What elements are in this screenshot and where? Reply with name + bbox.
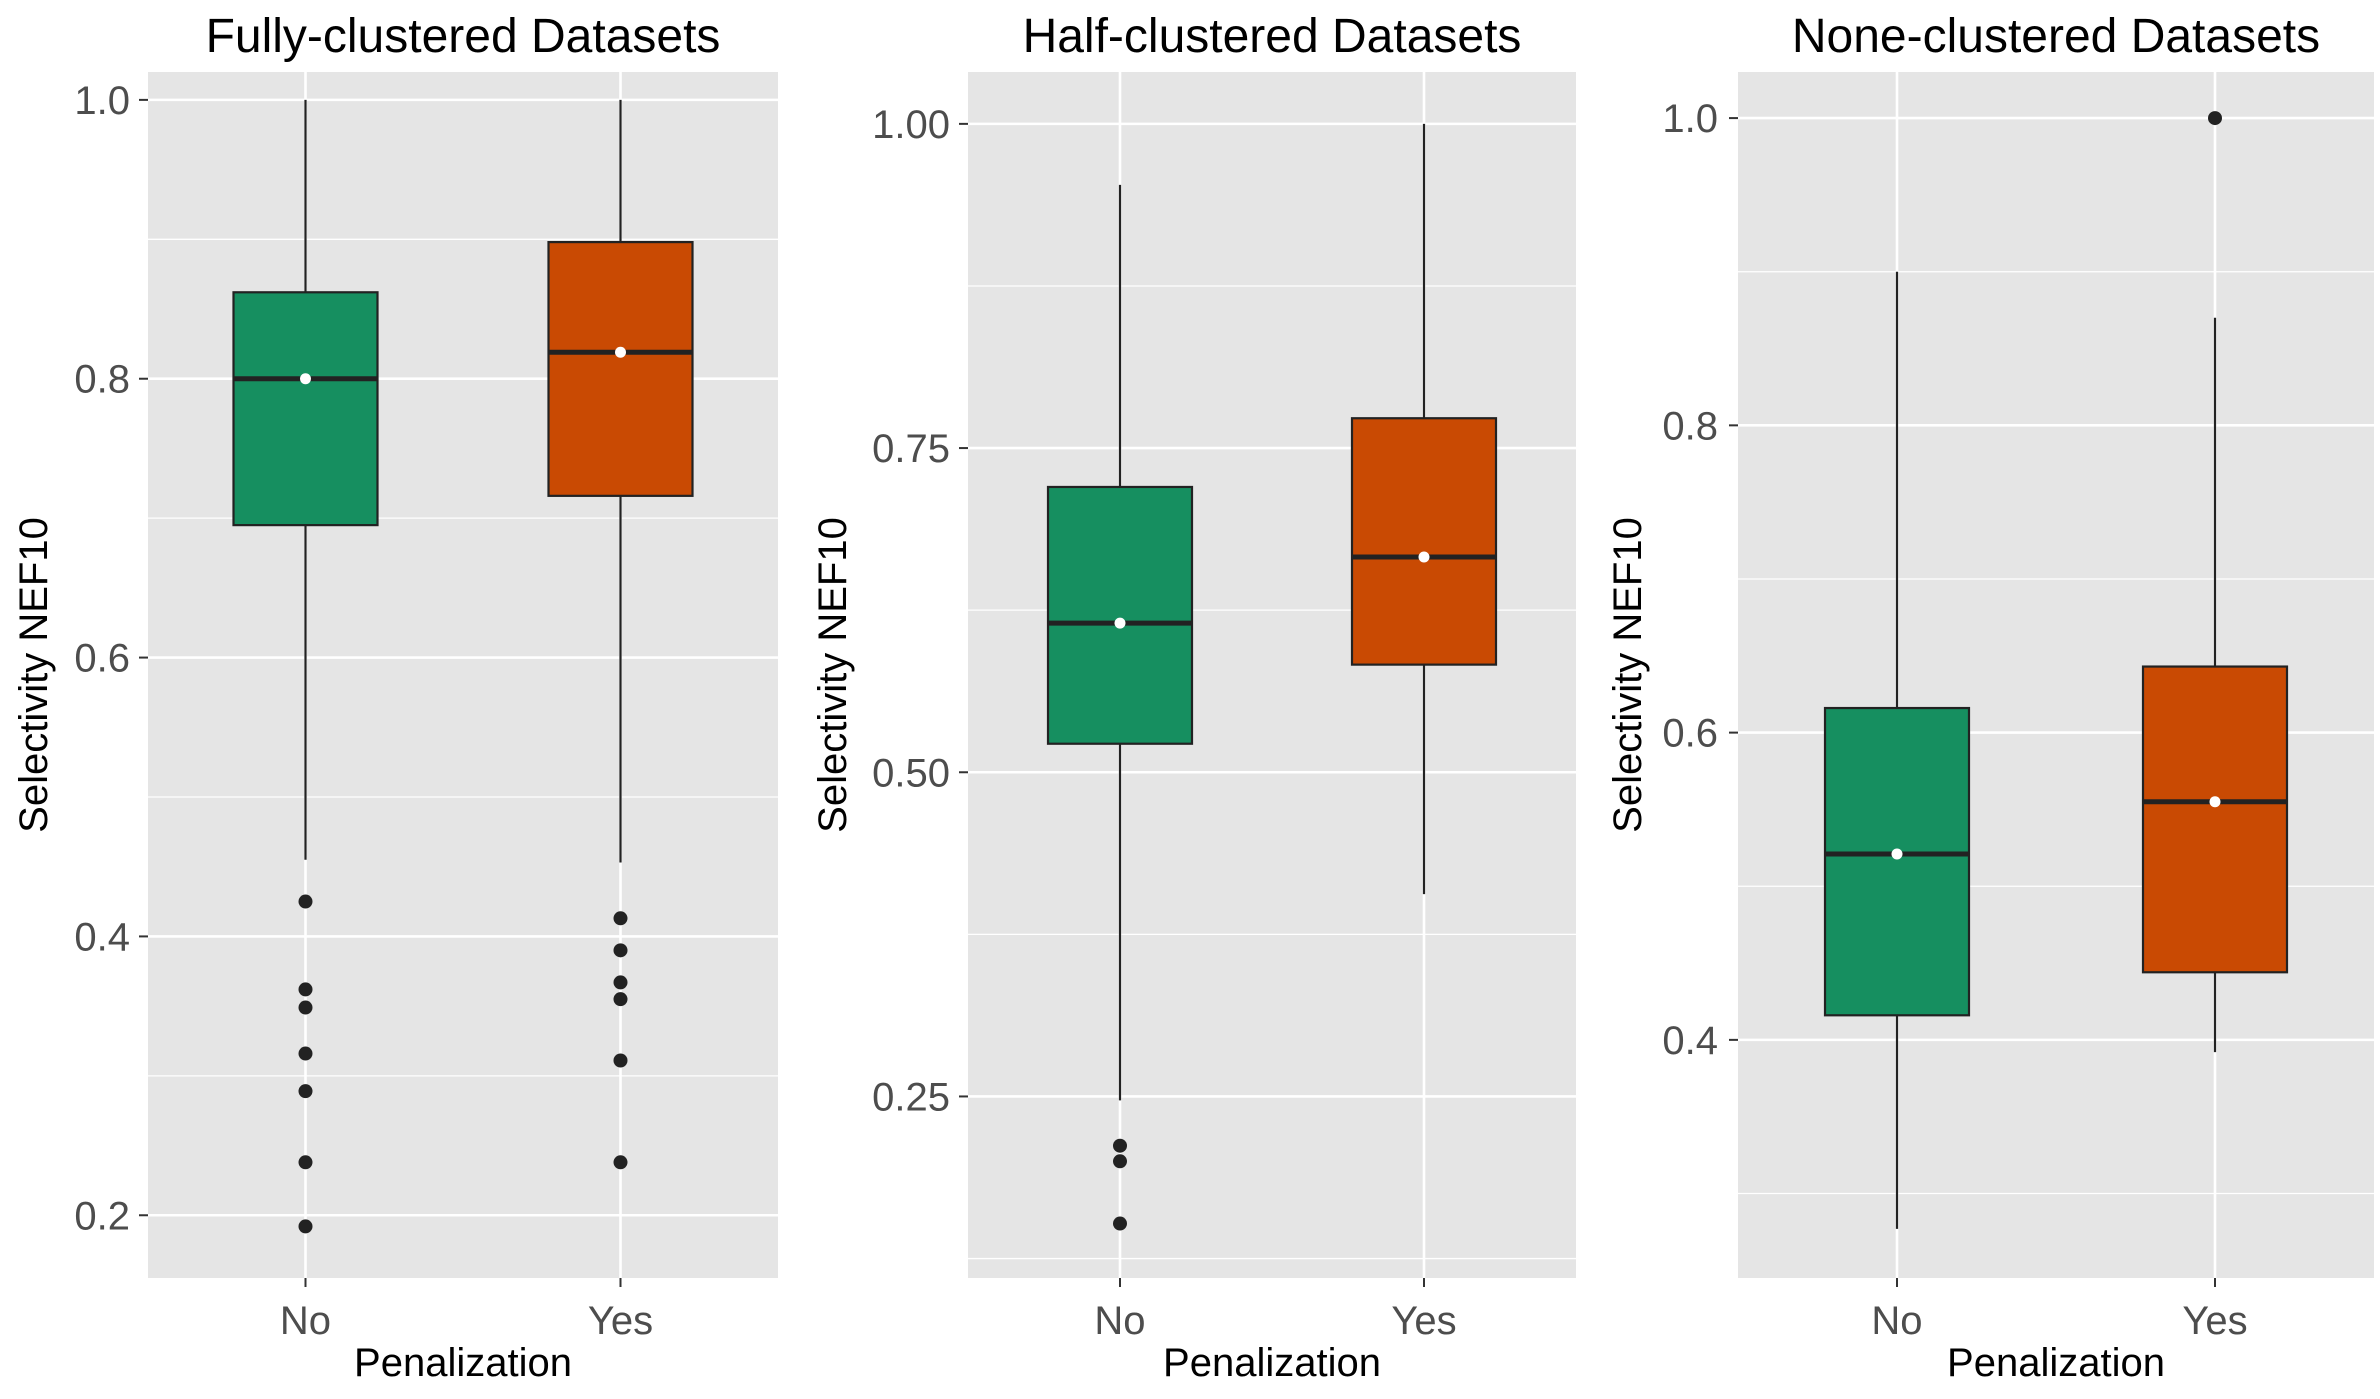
outlier-point [613, 992, 628, 1007]
y-tick-label: 0.2 [74, 1194, 130, 1238]
outlier-point [298, 982, 313, 997]
y-tick-label: 0.6 [1662, 712, 1718, 756]
boxplot-no [1823, 271, 1971, 1229]
y-tick-label: 0.50 [872, 751, 950, 795]
outlier-point [613, 943, 628, 958]
mean-point [1418, 551, 1430, 563]
chart-panel-3: 0.4 0.6 0.8 1.0 No Yes None-clustered Datasets… [1606, 10, 2374, 1385]
boxplot-no [232, 99, 379, 1234]
outlier-point [298, 1046, 313, 1061]
outlier-point [298, 1219, 313, 1234]
mean-point [1891, 848, 1903, 860]
y-tick-label: 0.75 [872, 427, 950, 471]
chart-panel-1: 0.2 0.4 0.6 0.8 1.0 No Yes Fully-clustered Data… [12, 10, 778, 1385]
iqr-box [1350, 417, 1498, 666]
chart-title: Fully-clustered Datasets [206, 10, 721, 63]
boxplot-no [1046, 184, 1194, 1231]
outlier-point [298, 1000, 313, 1015]
x-tick-label: Yes [588, 1299, 653, 1343]
outlier-point [613, 911, 628, 926]
chart-title: None-clustered Datasets [1792, 10, 2320, 63]
chart-panel-2: 0.25 0.50 0.75 1.00 No Yes Half-clustered Data… [811, 10, 1576, 1385]
iqr-box [547, 240, 694, 497]
iqr-box [1823, 706, 1971, 1017]
outlier-point [613, 1053, 628, 1068]
outlier-point [298, 1084, 313, 1099]
outlier-point [613, 1155, 628, 1170]
x-tick-label: No [1871, 1299, 1922, 1343]
outlier-point [1113, 1138, 1127, 1153]
outlier-point [298, 1155, 313, 1170]
x-axis-title: Penalization [1163, 1341, 1381, 1385]
outlier-point [1113, 1154, 1127, 1169]
y-tick-label: 1.0 [74, 79, 130, 123]
chart-title: Half-clustered Datasets [1023, 10, 1522, 63]
boxplot-yes [547, 99, 694, 1170]
y-tick-label: 0.4 [1662, 1019, 1718, 1063]
x-tick-label: Yes [1391, 1299, 1456, 1343]
x-axis-title: Penalization [1947, 1341, 2165, 1385]
y-tick-label: 1.00 [872, 103, 950, 147]
y-tick-label: 0.8 [1662, 404, 1718, 448]
y-tick-label: 0.8 [74, 358, 130, 402]
iqr-box [2141, 665, 2289, 974]
x-axis-title: Penalization [354, 1341, 572, 1385]
y-axis-title: Selectivity NEF10 [811, 517, 855, 833]
y-axis-title: Selectivity NEF10 [1606, 517, 1650, 833]
outlier-point [613, 975, 628, 990]
mean-point [300, 373, 311, 385]
boxplot-yes [1350, 123, 1498, 895]
y-tick-label: 0.6 [74, 637, 130, 681]
boxplot-yes [2141, 111, 2289, 1053]
outlier-point [2208, 111, 2222, 126]
y-tick-label: 0.4 [74, 915, 130, 959]
outlier-point [298, 894, 313, 909]
iqr-box [232, 291, 379, 527]
x-tick-label: Yes [2182, 1299, 2247, 1343]
y-axis-title: Selectivity NEF10 [12, 517, 56, 833]
y-tick-label: 0.25 [872, 1075, 950, 1119]
y-tick-label: 1.0 [1662, 97, 1718, 141]
outlier-point [1113, 1216, 1127, 1231]
mean-point [615, 346, 626, 358]
mean-point [2209, 796, 2221, 808]
x-tick-label: No [1094, 1299, 1145, 1343]
iqr-box [1046, 485, 1194, 745]
x-tick-label: No [280, 1299, 331, 1343]
mean-point [1114, 617, 1126, 629]
